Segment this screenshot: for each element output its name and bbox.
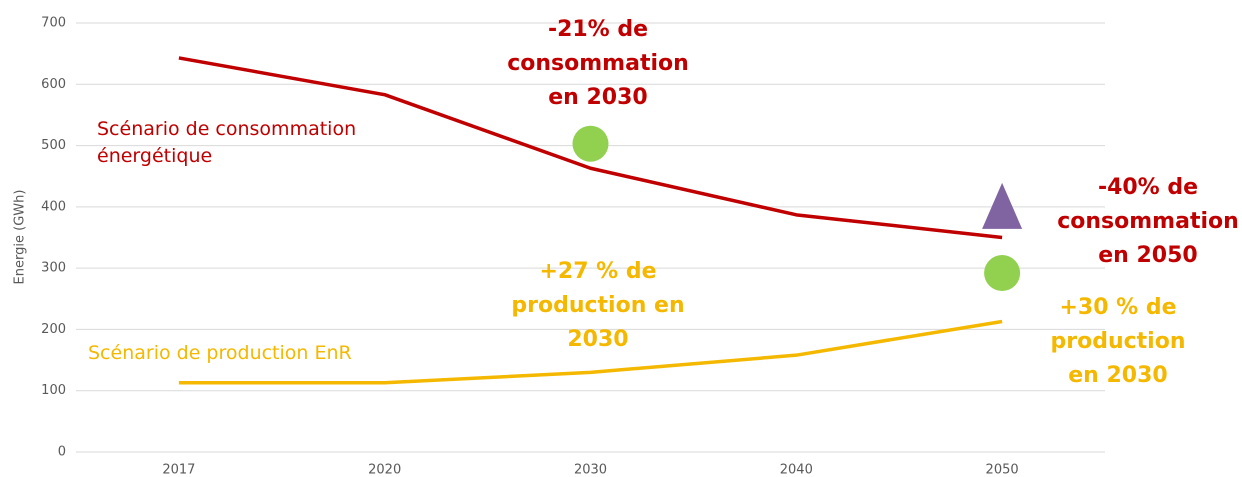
y-tick-label: 0 — [58, 445, 66, 460]
annotation: +27 % de production en 2030 — [511, 259, 684, 352]
line-series — [178, 56, 1003, 240]
y-tick-label: 300 — [41, 261, 66, 276]
annotation-line: production — [1051, 329, 1186, 354]
y-axis-label: Energie (GWh) — [13, 190, 28, 285]
x-tick-label: 2040 — [780, 463, 813, 477]
annotation-line: -40% de — [1098, 175, 1198, 200]
annotation-line: consommation — [507, 51, 689, 76]
series-label: Scénario de production EnR — [88, 342, 352, 364]
annotation: +30 % de production en 2030 — [1051, 295, 1186, 388]
x-tick-label: 2017 — [162, 463, 195, 477]
line-series — [178, 319, 1003, 385]
series-label: Scénario de consommation énergétique — [97, 118, 357, 167]
marker — [982, 182, 1023, 229]
x-tick-label: 2030 — [574, 463, 607, 477]
annotation: -40% de consommation en 2050 — [1057, 175, 1239, 268]
y-tick-label: 600 — [41, 77, 66, 92]
x-tick-label: 2020 — [368, 463, 401, 477]
annotation-line: +27 % de — [539, 259, 656, 284]
y-tick-label: 400 — [41, 199, 66, 214]
annotation-line: en 2050 — [1098, 243, 1197, 268]
y-tick-label: 100 — [41, 383, 66, 398]
annotation: -21% de consommation en 2030 — [507, 17, 689, 110]
marker — [572, 125, 609, 162]
y-tick-label: 500 — [41, 138, 66, 153]
annotation-line: en 2030 — [1068, 363, 1167, 388]
annotation-line: +30 % de — [1059, 295, 1176, 320]
y-tick-label: 200 — [41, 322, 66, 337]
marker — [984, 255, 1021, 292]
annotation-line: 2030 — [567, 327, 628, 352]
annotation-line: production en — [511, 293, 684, 318]
annotation-line: consommation — [1057, 209, 1239, 234]
annotation-line: -21% de — [548, 17, 648, 42]
annotation-line: en 2030 — [548, 85, 647, 110]
x-tick-label: 2050 — [986, 463, 1019, 477]
y-tick-label: 700 — [41, 16, 66, 31]
